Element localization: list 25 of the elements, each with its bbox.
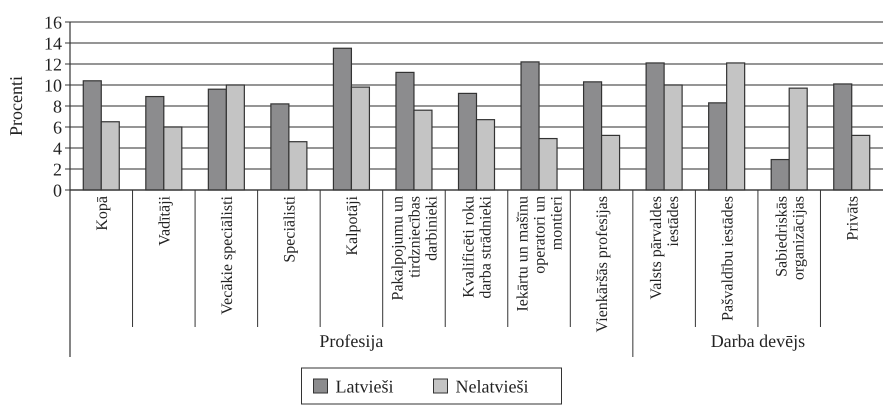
y-tick-label: 2 (53, 159, 62, 180)
x-tick-label: Vadītāji (156, 195, 174, 246)
y-tick-label: 4 (53, 138, 62, 158)
x-tick-label: Pašvaldību iestādes (719, 196, 736, 321)
x-tick-label: Valsts pārvaldes iestādes (648, 196, 682, 300)
y-tick-label: 10 (44, 75, 62, 96)
legend-label: Latvieši (336, 376, 394, 396)
text: Profesija (319, 331, 384, 351)
x-tick-label: Pakalpojumu un tirdzniecības darbinieki (390, 195, 441, 300)
y-tick-label: 12 (44, 54, 62, 74)
y-tick-label: 16 (44, 12, 62, 32)
x-tick-label: Kalpotāji (344, 195, 362, 256)
x-tick-label: Speciālisti (281, 195, 298, 263)
y-tick-label: 6 (53, 117, 62, 138)
y-tick-label: 14 (44, 33, 62, 54)
x-tick-label: Vecākie speciālisti (218, 195, 236, 315)
legend-label: Nelatvieši (456, 376, 528, 396)
y-tick-label: 0 (53, 180, 62, 200)
x-tick-label: Privāts (844, 196, 862, 240)
text: Darba devējs (710, 331, 806, 351)
y-tick-label: 8 (53, 96, 62, 116)
x-tick-label: Kopā (94, 196, 111, 231)
y-axis-title: Procenti (6, 76, 26, 136)
x-tick-label: Sabiedriskās organizācijas (773, 196, 808, 280)
x-tick-label: Vienkāršās profesijas (594, 196, 612, 332)
